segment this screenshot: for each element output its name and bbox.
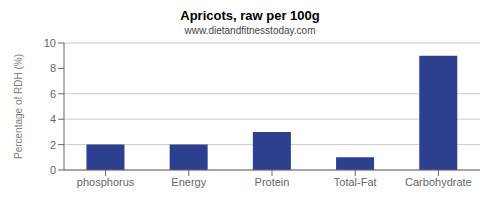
svg-text:10: 10 [44,37,56,49]
svg-text:2: 2 [50,139,56,151]
html-text:Apricots, raw per 100g: Apricots, raw per 100g [180,8,320,23]
html-text:www.dietandfitnesstoday.com: www.dietandfitnesstoday.com [184,25,316,36]
svg-text:Percentage of RDH (%): Percentage of RDH (%) [13,54,24,159]
svg-text:Protein: Protein [255,176,290,188]
svg-text:Energy: Energy [171,176,206,188]
svg-text:Carbohydrate: Carbohydrate [405,176,472,188]
svg-text:0: 0 [50,164,56,176]
svg-text:8: 8 [50,62,56,74]
svg-text:4: 4 [50,113,56,125]
svg-text:6: 6 [50,88,56,100]
svg-text:phosphorus: phosphorus [77,176,135,188]
svg-text:Total-Fat: Total-Fat [334,176,377,188]
